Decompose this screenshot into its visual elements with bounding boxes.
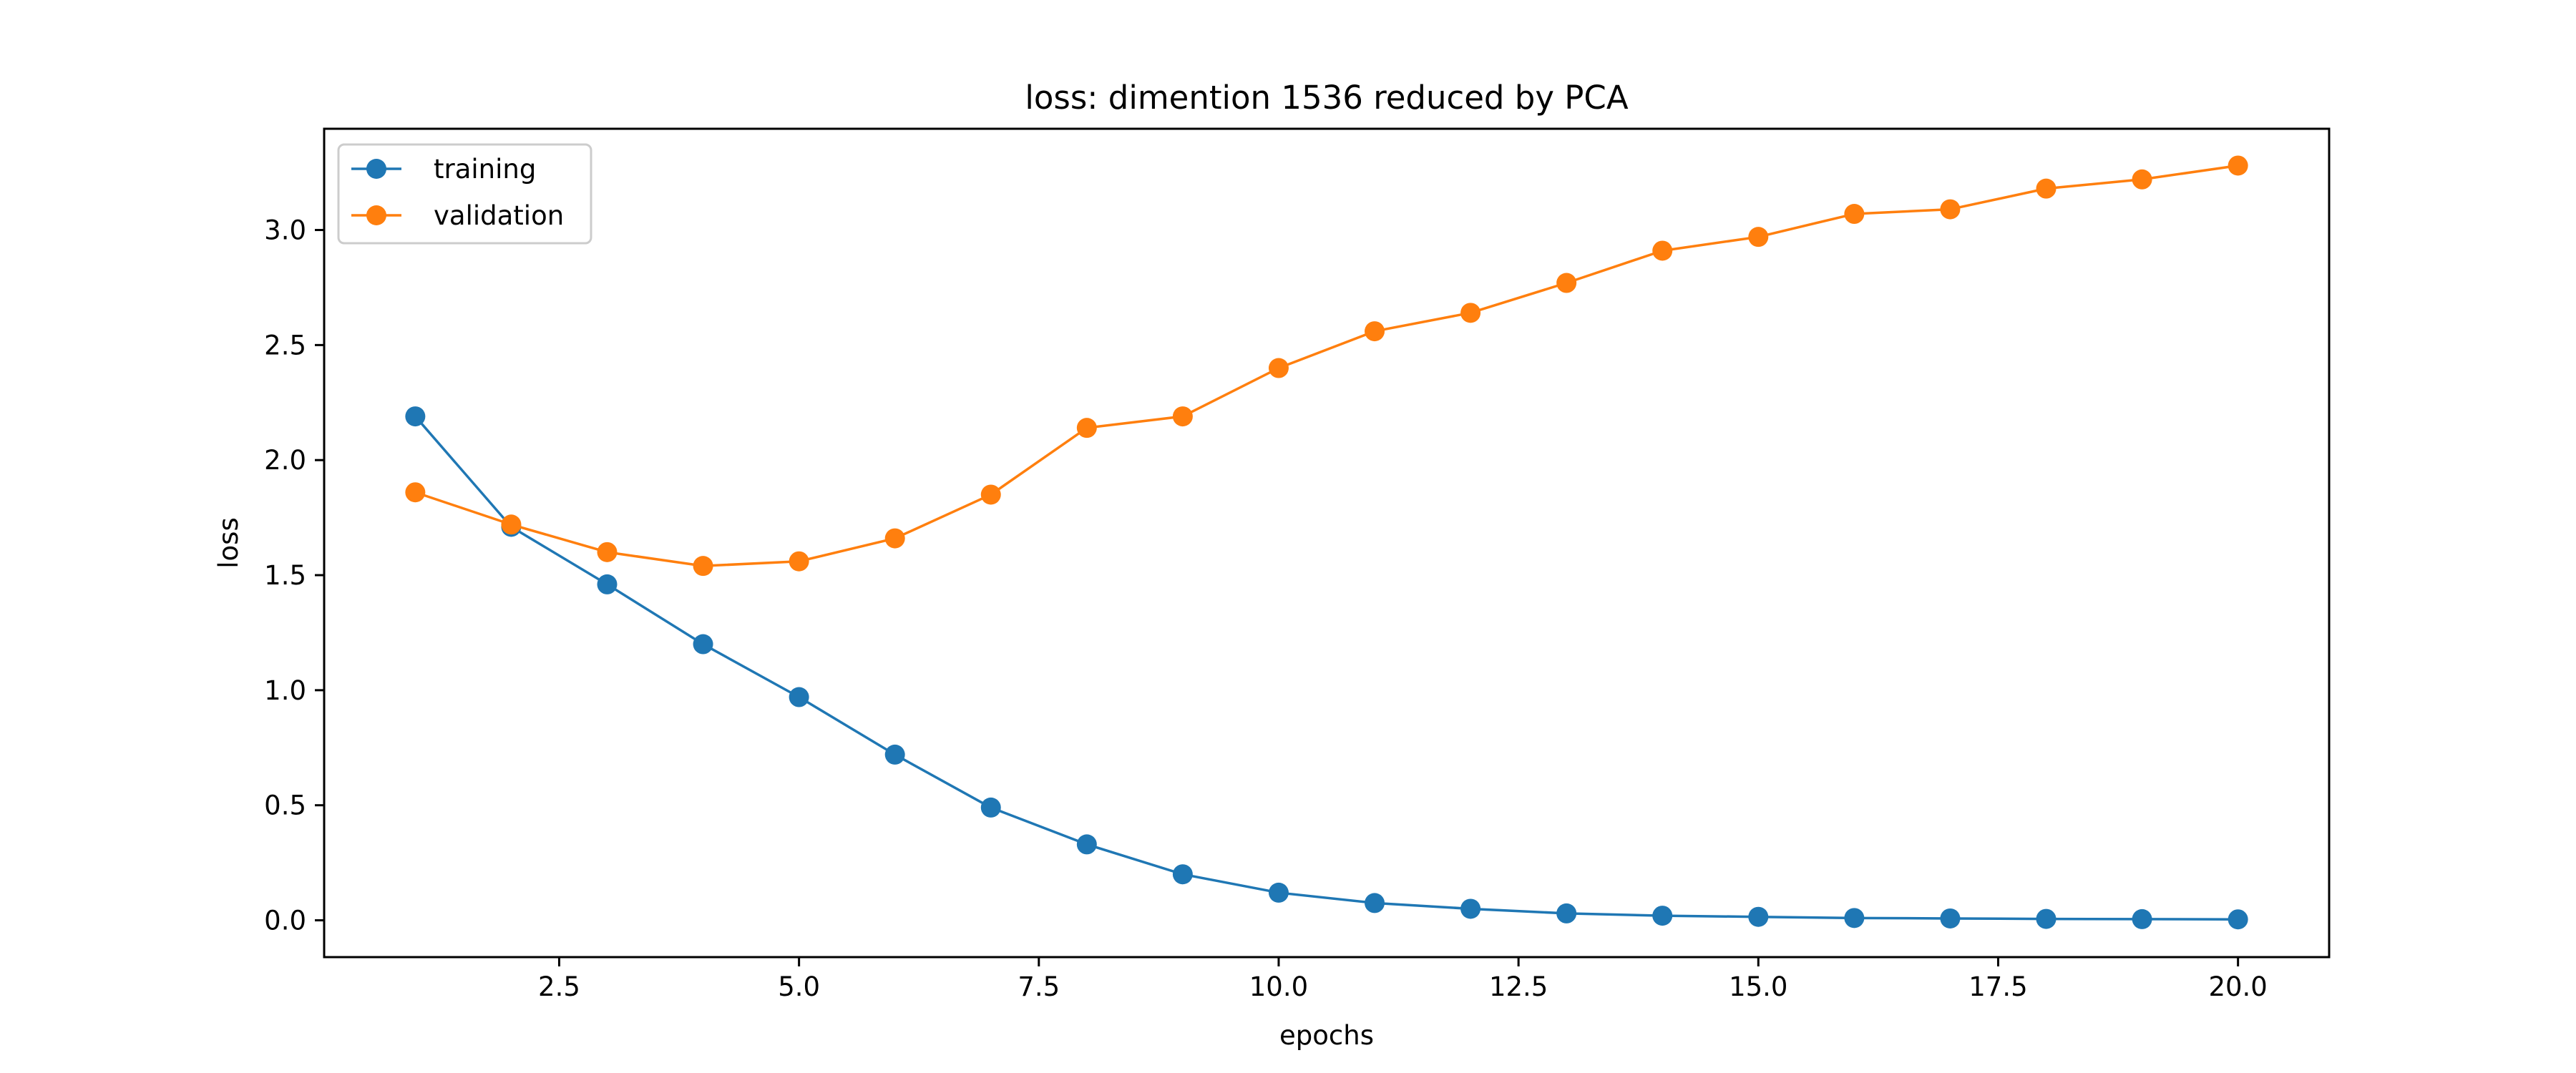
validation-point — [1365, 321, 1385, 342]
validation-point — [789, 551, 809, 572]
legend-entry-training: training — [351, 154, 536, 185]
x-axis-label: epochs — [1279, 1020, 1374, 1051]
training-point — [1556, 903, 1577, 923]
x-tick-label: 2.5 — [538, 971, 580, 1002]
x-tick-label: 17.5 — [1968, 971, 2027, 1002]
validation-point — [2228, 155, 2248, 176]
series-layer — [405, 155, 2248, 930]
validation-point — [693, 556, 713, 577]
chart-title: loss: dimention 1536 reduced by PCA — [1025, 79, 1628, 117]
validation-point — [1076, 418, 1097, 438]
training-point — [884, 744, 905, 765]
y-tick-label: 1.5 — [264, 560, 306, 591]
y-tick-label: 3.0 — [264, 215, 306, 246]
validation-point — [1268, 358, 1289, 378]
validation-point — [1844, 204, 1865, 225]
training-point — [789, 687, 809, 707]
training-point — [1460, 898, 1481, 919]
training-point — [1844, 908, 1865, 929]
training-point — [1172, 864, 1193, 885]
training-point — [405, 406, 426, 427]
series-training — [405, 406, 2248, 930]
validation-point — [1556, 273, 1577, 293]
x-tick-label: 15.0 — [1729, 971, 1787, 1002]
y-tick-label: 2.0 — [264, 445, 306, 476]
training-point — [1076, 834, 1097, 855]
validation-point — [1940, 199, 1961, 220]
validation-point — [1748, 227, 1769, 248]
training-point — [1652, 906, 1673, 926]
x-tick-label: 7.5 — [1018, 971, 1060, 1002]
training-point — [2228, 909, 2248, 930]
legend-box — [337, 143, 592, 245]
legend-marker — [366, 159, 386, 179]
x-tick-label: 12.5 — [1489, 971, 1548, 1002]
validation-point — [1460, 303, 1481, 323]
validation-point — [1172, 406, 1193, 427]
validation-point — [2036, 178, 2057, 199]
training-point — [693, 634, 713, 655]
x-axis: 2.5 5.0 7.5 10.0 12.5 15.0 17.5 20.0 — [538, 957, 2268, 1002]
training-point — [1748, 906, 1769, 927]
training-point — [597, 574, 618, 594]
validation-point — [1652, 240, 1673, 261]
training-point — [1940, 908, 1961, 929]
training-point — [2132, 908, 2152, 929]
training-point — [980, 797, 1001, 818]
validation-point — [884, 528, 905, 549]
validation-point — [980, 484, 1001, 505]
legend-label: training — [434, 154, 536, 185]
y-axis: 0.0 0.5 1.0 1.5 2.0 2.5 3.0 — [264, 215, 324, 936]
legend-marker — [366, 205, 386, 225]
x-tick-label: 10.0 — [1249, 971, 1308, 1002]
training-point — [1365, 893, 1385, 913]
validation-point — [501, 514, 522, 535]
series-validation — [405, 155, 2248, 577]
y-tick-label: 2.5 — [264, 330, 306, 361]
training-point — [1268, 882, 1289, 903]
legend-entry-validation: validation — [351, 200, 564, 231]
validation-line — [414, 164, 2238, 567]
plot-frame — [323, 127, 2331, 959]
x-tick-label: 5.0 — [778, 971, 820, 1002]
y-tick-label: 0.5 — [264, 790, 306, 821]
legend: training validation — [337, 143, 592, 245]
validation-point — [405, 482, 426, 503]
x-tick-label: 20.0 — [2208, 971, 2267, 1002]
y-tick-label: 1.0 — [264, 675, 306, 706]
y-axis-label: loss — [213, 517, 244, 568]
training-line — [414, 415, 2238, 921]
y-tick-label: 0.0 — [264, 906, 306, 936]
legend-label: validation — [434, 200, 564, 231]
training-point — [2036, 908, 2057, 929]
validation-point — [2132, 169, 2152, 190]
validation-point — [597, 542, 618, 562]
